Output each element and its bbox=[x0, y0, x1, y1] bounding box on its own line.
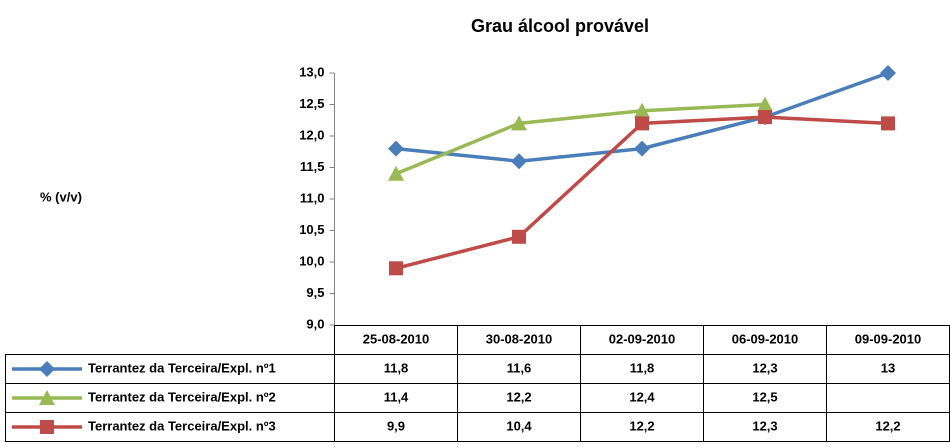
legend-label: Terrantez da Terceira/Expl. nº3 bbox=[88, 418, 276, 433]
data-point bbox=[512, 229, 526, 244]
table-value: 12,2 bbox=[506, 389, 531, 404]
chart-title: Grau álcool provável bbox=[471, 16, 649, 36]
table-value: 12,3 bbox=[752, 360, 777, 375]
data-point bbox=[758, 110, 772, 125]
table-value: 10,4 bbox=[506, 418, 532, 433]
legend-marker bbox=[39, 361, 55, 377]
series-line bbox=[395, 102, 766, 176]
data-point bbox=[635, 116, 649, 131]
legend-label: Terrantez da Terceira/Expl. nº2 bbox=[88, 389, 276, 404]
data-point bbox=[511, 115, 527, 131]
y-tick-label: 9,5 bbox=[306, 285, 324, 300]
data-point bbox=[634, 140, 650, 157]
legend-marker bbox=[39, 390, 55, 405]
y-tick-label: 9,0 bbox=[306, 316, 324, 331]
legend-label: Terrantez da Terceira/Expl. nº1 bbox=[88, 360, 276, 375]
table-value: 9,9 bbox=[387, 418, 405, 433]
series-line bbox=[395, 115, 889, 270]
x-tick-label: 02-09-2010 bbox=[609, 331, 676, 346]
y-tick-label: 12,0 bbox=[299, 127, 324, 142]
y-tick-label: 10,0 bbox=[299, 253, 324, 268]
data-point bbox=[634, 102, 650, 118]
data-point bbox=[389, 261, 403, 276]
data-point bbox=[388, 140, 404, 157]
x-tick-label: 25-08-2010 bbox=[363, 331, 430, 346]
table-value: 12,2 bbox=[875, 418, 900, 433]
table-value: 12,5 bbox=[752, 389, 777, 404]
table-value: 11,8 bbox=[630, 360, 655, 375]
y-axis-label: % (v/v) bbox=[40, 189, 82, 204]
table-value: 13 bbox=[881, 360, 895, 375]
y-tick-label: 10,5 bbox=[299, 222, 324, 237]
x-tick-label: 09-09-2010 bbox=[855, 331, 922, 346]
y-tick-label: 11,5 bbox=[300, 159, 325, 174]
y-tick-label: 13,0 bbox=[299, 64, 324, 79]
table-value: 12,2 bbox=[629, 418, 654, 433]
x-tick-label: 06-09-2010 bbox=[732, 331, 799, 346]
table-value: 11,8 bbox=[384, 360, 409, 375]
data-point bbox=[511, 153, 527, 170]
data-point bbox=[880, 65, 896, 81]
y-tick-label: 11,0 bbox=[300, 190, 325, 205]
data-point bbox=[757, 96, 773, 112]
table-value: 11,6 bbox=[507, 360, 532, 375]
table-value: 12,4 bbox=[629, 389, 655, 404]
data-point bbox=[881, 116, 895, 131]
legend-marker bbox=[40, 420, 54, 434]
table-value: 12,3 bbox=[752, 418, 777, 433]
data-point bbox=[388, 165, 404, 181]
table-value: 11,4 bbox=[384, 389, 409, 404]
y-tick-label: 12,5 bbox=[299, 96, 324, 111]
x-tick-label: 30-08-2010 bbox=[486, 331, 553, 346]
